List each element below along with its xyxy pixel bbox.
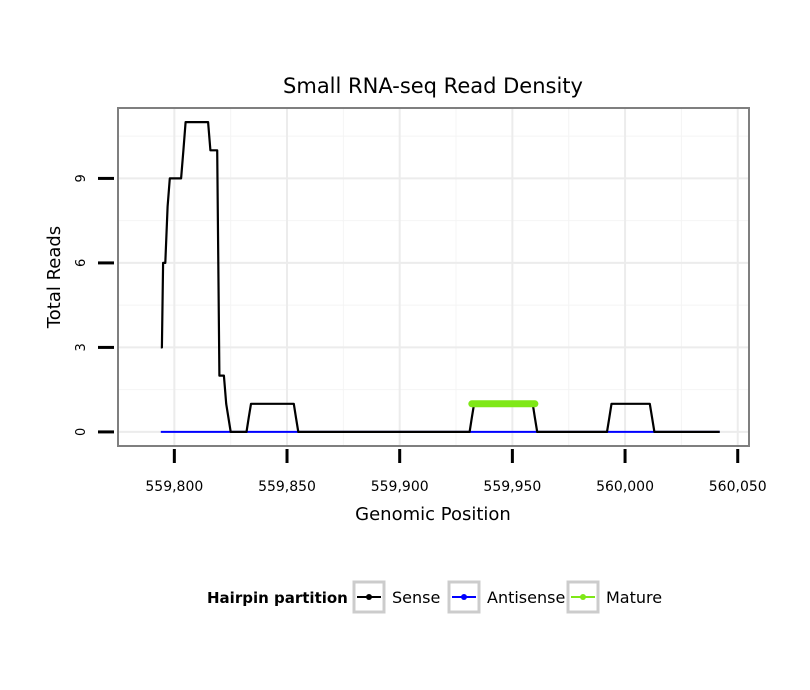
legend-item-mature: Mature — [566, 580, 662, 614]
x-tick-label: 559,850 — [258, 479, 316, 495]
legend-title: Hairpin partition — [207, 589, 348, 607]
plot-panel — [118, 108, 749, 446]
y-axis: 0 3 6 9 — [74, 174, 114, 436]
series-line-sense — [160, 120, 720, 433]
y-axis-label: Total Reads — [44, 226, 65, 329]
y-tick-label: 0 — [74, 428, 89, 436]
y-tick-label: 9 — [74, 174, 89, 182]
legend-key-point-antisense — [461, 594, 467, 600]
legend-item-sense: Sense — [352, 580, 440, 614]
x-tick-label: 559,950 — [483, 479, 541, 495]
legend-key-point-sense — [366, 594, 372, 600]
x-tick-label: 560,000 — [596, 479, 654, 495]
legend-label-sense: Sense — [392, 588, 440, 607]
chart-title: Small RNA-seq Read Density — [283, 74, 583, 98]
legend-key-point-mature — [580, 594, 586, 600]
x-axis-label: Genomic Position — [355, 504, 511, 525]
legend-item-antisense: Antisense — [447, 580, 565, 614]
series-layer — [160, 120, 720, 433]
legend-label-antisense: Antisense — [487, 588, 565, 607]
x-axis: 559,800 559,850 559,900 559,950 560,000 560,0… — [145, 449, 767, 495]
x-tick-label: 559,800 — [145, 479, 203, 495]
plot-border — [117, 107, 750, 447]
y-tick-label: 6 — [74, 259, 89, 267]
legend: Hairpin partition Sense Antisense Mature — [207, 580, 662, 614]
legend-label-mature: Mature — [606, 588, 662, 607]
y-tick-label: 3 — [74, 343, 89, 351]
x-tick-label: 559,900 — [371, 479, 429, 495]
x-tick-label: 560,050 — [709, 479, 767, 495]
